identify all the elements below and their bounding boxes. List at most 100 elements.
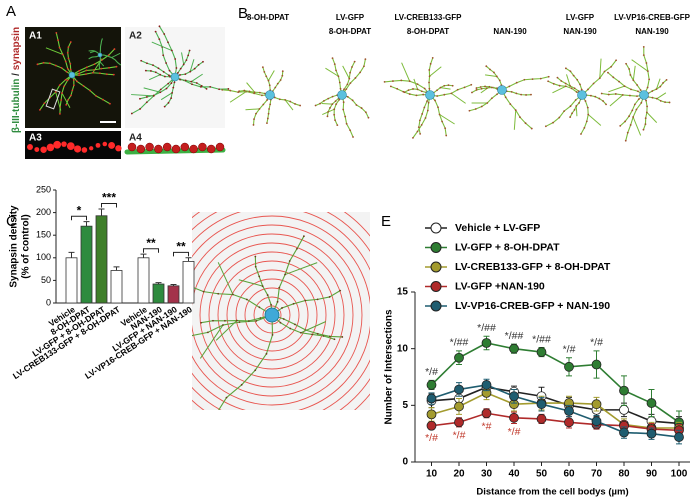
significance-label: */## [532,333,551,345]
synapse-dot [60,99,63,101]
synapse-dot [598,97,601,100]
synapse-dot [619,124,622,127]
marker [454,401,464,412]
series-line [431,384,680,438]
synapse-dot [276,82,279,85]
synapse-dot [191,83,193,86]
sholl-ring [244,287,300,343]
puncta [108,141,116,149]
synapse-dot [152,94,155,97]
synapse-dot [569,85,571,87]
synapse-dot [267,112,270,115]
synapse-dot [592,82,595,85]
synapse-dot [64,78,67,81]
panel-b: 8-OH-DPAT LV-GFP 8-OH-DPAT LV-CREB133-GFP 8-… [221,13,691,142]
synapse-dot [408,80,411,83]
neuron-branch [111,52,121,59]
synapse-dot [416,130,419,133]
panel-label: C [6,213,17,230]
puncta [66,142,75,151]
synapse-dot [630,88,632,91]
synapse-dot [263,70,266,73]
synapse-dot [109,102,111,105]
sholl-ring [217,260,327,370]
significance-label: ** [176,240,186,254]
synapse-dot [334,100,337,103]
significance-label: */## [477,322,496,334]
synapse-dot [468,109,471,112]
synapse-dot [602,100,604,102]
synapse-dot [184,73,187,76]
synapse-dot [443,84,446,87]
synapse-dot [271,333,274,336]
synapse-dot [184,79,187,82]
synapse-dot [281,74,284,77]
synapse-dot [645,111,648,114]
significance-bracket [71,215,87,221]
synapse-dot [319,102,321,105]
synapse-dot [471,91,473,94]
neuron-branch [131,94,154,97]
synapse-dot [206,331,209,334]
synapse-dot [262,103,265,106]
neuron-branch [575,106,578,117]
marker [481,408,492,419]
synapse-dot [355,104,358,106]
synapse-dot [238,321,241,324]
synapse-dot [265,75,268,78]
synapse-dot [605,103,607,106]
significance-label: */# [508,426,521,438]
neuron-branch [609,94,624,107]
neuron-branch [45,47,63,55]
synapse-dot [279,79,282,81]
synapse-dot [170,97,173,100]
synapse-dot [436,95,439,97]
marker [454,417,464,428]
synapse-dot [261,94,263,97]
synapse-dot [78,72,81,75]
synapse-dot [100,67,103,70]
neuron-branch [513,110,517,130]
synapse-dot [345,122,348,125]
synapse-dot [645,62,648,64]
x-axis-label: Distance from the cell bodys (µm) [476,487,628,498]
synapse-dot [583,126,586,129]
bar [80,225,93,304]
series-line [430,342,680,423]
synapse-dot [644,117,647,120]
synapse-dot [159,73,162,76]
synapse-dot [188,49,191,52]
synapse-dot [349,71,351,74]
synapse-dot [640,101,643,104]
synapse-dot [651,90,654,92]
synapse-dot [158,25,161,28]
synapse-dot [485,65,488,68]
synapse-dot [168,74,170,77]
synapse-dot [168,69,171,72]
synapse-dot [558,116,561,119]
synapse-dot [289,327,292,330]
synapse-dot [485,87,488,90]
legend-label: LV-CREB133-GFP + 8-OH-DPAT [455,261,611,273]
bead [162,142,172,152]
synapse-dot [573,108,576,111]
synapse-dot [621,94,624,96]
synapse-dot [484,85,486,88]
synapse-dot [665,78,668,81]
synapse-dot [154,30,157,33]
synapse-dot [195,82,198,84]
synapse-dot [342,101,345,104]
synapse-dot [354,77,357,79]
synapse-dot [311,333,314,336]
y-tick-label: 0 [402,457,408,468]
synapse-dot [346,95,349,98]
synapse-dot [174,58,177,60]
synapse-dot [240,383,243,386]
synapse-dot [626,131,629,134]
neuron-branch [401,62,411,82]
soma [97,52,103,58]
synapse-dot [65,70,68,73]
synapse-dot [42,61,45,64]
synapse-dot [607,71,609,74]
marker [591,359,602,370]
